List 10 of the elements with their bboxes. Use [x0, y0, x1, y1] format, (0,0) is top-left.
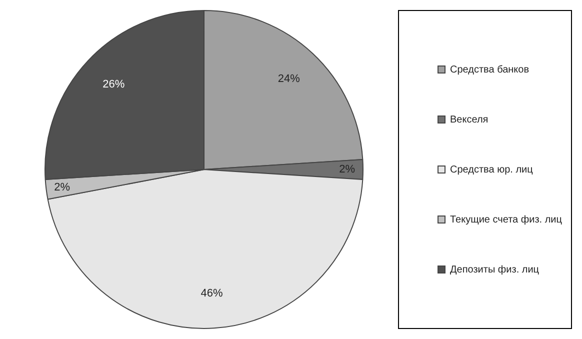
data-label: 26% [102, 78, 125, 91]
data-label: 2% [54, 181, 70, 194]
data-label: 2% [339, 164, 356, 176]
legend-label: Депозиты физ. лиц [450, 264, 540, 276]
data-label: 46% [200, 287, 224, 300]
legend-label: Средства юр. лиц [450, 164, 534, 176]
legend-label: Векселя [450, 114, 488, 126]
data-label: 24% [278, 73, 300, 86]
legend-label: Текущие счета физ. лиц [450, 214, 562, 226]
legend-label: Средства банков [450, 64, 530, 76]
